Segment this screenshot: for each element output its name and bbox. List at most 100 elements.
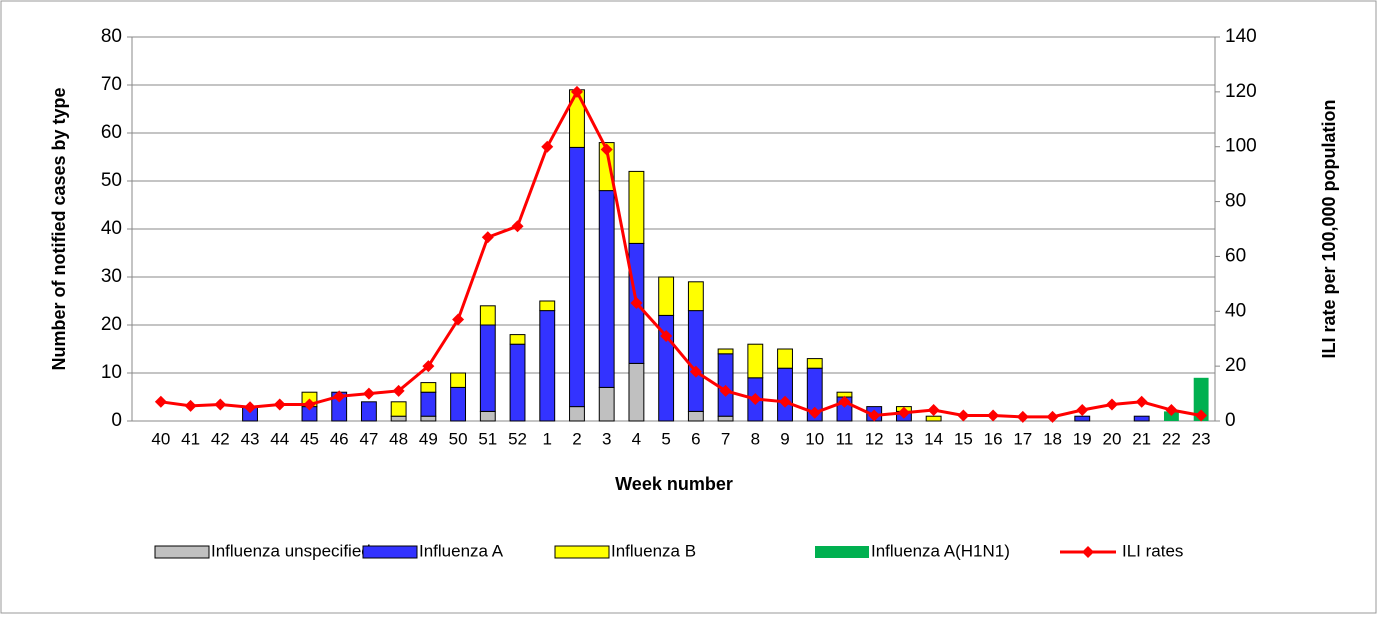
- x-tick-label: 18: [1043, 429, 1062, 448]
- y2-tick-label: 0: [1225, 410, 1236, 431]
- x-tick-label: 17: [1013, 429, 1032, 448]
- ili-marker: [1046, 410, 1059, 423]
- x-tick-label: 19: [1073, 429, 1092, 448]
- ili-marker: [838, 395, 851, 408]
- y-tick-label: 20: [101, 314, 122, 335]
- bar-segment: [777, 367, 793, 422]
- bar-segment: [687, 410, 704, 422]
- x-tick-label: 1: [543, 429, 552, 448]
- ili-marker: [868, 409, 881, 422]
- x-tick-label: 52: [508, 429, 527, 448]
- bar-segment: [360, 401, 377, 422]
- legend-label: ILI rates: [1122, 541, 1183, 560]
- bar-segment: [747, 343, 764, 379]
- bar-segment: [1074, 415, 1091, 422]
- bar-segment: [479, 410, 496, 422]
- legend-swatch: [554, 545, 610, 559]
- y2-tick-label: 140: [1225, 26, 1257, 47]
- ili-marker: [1076, 404, 1089, 417]
- bar-segment: [598, 386, 615, 422]
- ili-marker: [987, 409, 1000, 422]
- ili-marker: [362, 387, 375, 400]
- bar-segment: [687, 281, 704, 312]
- ili-marker: [541, 140, 554, 153]
- bar-segment: [806, 358, 823, 369]
- ili-marker: [154, 395, 167, 408]
- y-tick-label: 80: [101, 26, 122, 47]
- legend-swatch: [815, 546, 869, 558]
- bar-segment: [450, 386, 467, 422]
- bar-segment: [569, 146, 585, 408]
- ili-marker: [570, 85, 583, 98]
- bar-segment: [717, 348, 734, 355]
- bar-segment: [628, 362, 645, 422]
- ili-marker: [1135, 395, 1148, 408]
- legend-label: Influenza unspecified: [211, 541, 371, 560]
- y-tick-label: 40: [101, 218, 122, 239]
- legend-label: Influenza B: [611, 541, 696, 560]
- x-tick-label: 15: [954, 429, 973, 448]
- x-tick-label: 45: [300, 429, 319, 448]
- y-tick-label: 0: [111, 410, 122, 431]
- bar-segment: [687, 310, 704, 412]
- ili-marker: [689, 365, 702, 378]
- ili-marker: [273, 398, 286, 411]
- x-tick-label: 13: [894, 429, 913, 448]
- bar-segment: [1133, 415, 1150, 422]
- ili-marker: [481, 231, 494, 244]
- x-tick-label: 11: [836, 429, 854, 448]
- x-tick-label: 49: [419, 429, 438, 448]
- ili-marker: [779, 395, 792, 408]
- bar-segment: [598, 190, 615, 388]
- x-tick-label: 47: [359, 429, 378, 448]
- bar-segment: [539, 310, 556, 422]
- x-tick-label: 42: [211, 429, 230, 448]
- bar-segment: [509, 334, 526, 345]
- bar-segment: [539, 300, 556, 312]
- ili-marker: [660, 329, 673, 342]
- y2-tick-label: 80: [1225, 191, 1246, 212]
- ili-marker: [719, 384, 732, 397]
- x-tick-label: 48: [389, 429, 408, 448]
- x-tick-label: 5: [661, 429, 670, 448]
- ili-marker: [214, 398, 227, 411]
- ili-marker: [630, 297, 643, 310]
- ili-marker: [1195, 409, 1208, 422]
- x-tick-label: 22: [1162, 429, 1181, 448]
- x-tick-label: 2: [572, 429, 581, 448]
- x-tick-label: 44: [270, 429, 289, 448]
- ili-marker: [600, 143, 613, 156]
- bar-segment: [479, 324, 496, 412]
- bar-segment: [390, 401, 407, 417]
- x-tick-label: 40: [151, 429, 170, 448]
- bar-segment: [1193, 377, 1209, 421]
- ili-marker: [808, 406, 821, 419]
- ili-marker: [749, 393, 762, 406]
- x-tick-label: 14: [924, 429, 943, 448]
- x-tick-label: 9: [780, 429, 789, 448]
- x-tick-label: 3: [602, 429, 611, 448]
- y2-axis-title: ILI rate per 100,000 population: [1319, 99, 1339, 358]
- legend-swatch: [362, 545, 418, 559]
- x-tick-label: 46: [330, 429, 349, 448]
- bar-segment: [569, 406, 585, 422]
- x-tick-label: 4: [632, 429, 641, 448]
- x-tick-label: 20: [1103, 429, 1122, 448]
- x-tick-label: 41: [181, 429, 200, 448]
- ili-marker: [333, 390, 346, 403]
- legend-label: Influenza A: [419, 541, 504, 560]
- x-tick-label: 50: [449, 429, 468, 448]
- bar-segment: [450, 372, 467, 388]
- ili-marker: [452, 313, 465, 326]
- x-tick-label: 21: [1132, 429, 1151, 448]
- y-tick-label: 10: [101, 362, 122, 383]
- x-tick-label: 6: [691, 429, 700, 448]
- y2-tick-label: 120: [1225, 81, 1257, 102]
- ili-marker: [511, 220, 524, 233]
- x-tick-label: 8: [751, 429, 760, 448]
- x-tick-label: 7: [721, 429, 730, 448]
- x-tick-label: 23: [1192, 429, 1211, 448]
- y2-tick-label: 20: [1225, 355, 1246, 376]
